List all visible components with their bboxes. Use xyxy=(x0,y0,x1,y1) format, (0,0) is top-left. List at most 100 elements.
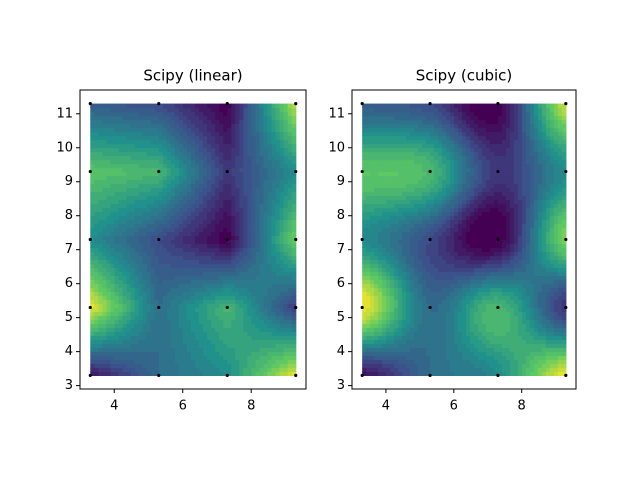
data-point xyxy=(294,374,297,377)
contour-cell xyxy=(187,271,192,276)
contour-cell xyxy=(139,196,144,201)
contour-cell xyxy=(394,327,399,332)
contour-cell xyxy=(135,359,140,364)
contour-cell xyxy=(215,196,220,201)
contour-cell xyxy=(159,355,164,360)
contour-cell xyxy=(139,224,144,229)
contour-cell xyxy=(167,331,172,336)
contour-cell xyxy=(231,192,236,197)
contour-cell xyxy=(171,236,176,241)
contour-cell xyxy=(239,267,244,272)
contour-cell xyxy=(215,367,220,372)
contour-cell xyxy=(215,156,220,161)
contour-cell xyxy=(406,295,411,300)
contour-cell xyxy=(426,176,431,181)
contour-cell xyxy=(247,200,252,205)
contour-cell xyxy=(374,363,379,368)
contour-cell xyxy=(139,212,144,217)
contour-cell xyxy=(366,168,371,173)
contour-cell xyxy=(370,192,375,197)
contour-cell xyxy=(118,315,123,320)
contour-cell xyxy=(135,168,140,173)
contour-cell xyxy=(390,108,395,113)
contour-cell xyxy=(366,267,371,272)
contour-cell xyxy=(394,283,399,288)
contour-cell xyxy=(90,228,95,233)
contour-cell xyxy=(175,236,180,241)
contour-cell xyxy=(131,224,136,229)
contour-cell xyxy=(259,220,264,225)
contour-cell xyxy=(434,104,439,109)
contour-cell xyxy=(406,212,411,217)
contour-cell xyxy=(223,291,228,296)
contour-cell xyxy=(284,172,289,177)
contour-cell xyxy=(90,128,95,133)
contour-cell xyxy=(406,323,411,328)
contour-cell xyxy=(410,247,415,252)
contour-cell xyxy=(94,228,99,233)
contour-cell xyxy=(366,240,371,245)
contour-cell xyxy=(434,303,439,308)
contour-cell xyxy=(251,212,256,217)
contour-cell xyxy=(175,295,180,300)
contour-cell xyxy=(155,319,160,324)
contour-cell xyxy=(102,188,107,193)
contour-cell xyxy=(90,319,95,324)
contour-cell xyxy=(426,160,431,165)
contour-cell xyxy=(272,140,277,145)
contour-cell xyxy=(263,200,268,205)
contour-cell xyxy=(179,343,184,348)
contour-cell xyxy=(139,172,144,177)
contour-cell xyxy=(143,315,148,320)
contour-cell xyxy=(410,168,415,173)
contour-cell xyxy=(171,172,176,177)
contour-cell xyxy=(171,232,176,237)
contour-cell xyxy=(167,184,172,189)
contour-cell xyxy=(406,104,411,109)
contour-cell xyxy=(268,212,273,217)
contour-cell xyxy=(370,136,375,141)
contour-cell xyxy=(179,351,184,356)
contour-cell xyxy=(155,176,160,181)
contour-cell xyxy=(276,136,281,141)
contour-cell xyxy=(123,271,128,276)
contour-cell xyxy=(276,128,281,133)
contour-cell xyxy=(398,355,403,360)
contour-cell xyxy=(227,299,232,304)
contour-cell xyxy=(398,208,403,213)
contour-cell xyxy=(430,204,435,209)
contour-cell xyxy=(195,120,200,125)
contour-cell xyxy=(127,132,132,137)
contour-cell xyxy=(191,327,196,332)
contour-cell xyxy=(167,263,172,268)
contour-cell xyxy=(171,367,176,372)
contour-cell xyxy=(263,279,268,284)
contour-cell xyxy=(370,335,375,340)
contour-cell xyxy=(114,216,119,221)
contour-cell xyxy=(284,315,289,320)
contour-cell xyxy=(118,263,123,268)
contour-cell xyxy=(94,307,99,312)
contour-cell xyxy=(151,232,156,237)
contour-cell xyxy=(143,104,148,109)
contour-cell xyxy=(280,116,285,121)
contour-cell xyxy=(263,311,268,316)
contour-cell xyxy=(175,263,180,268)
contour-cell xyxy=(390,319,395,324)
contour-cell xyxy=(410,267,415,272)
contour-cell xyxy=(434,240,439,245)
contour-cell xyxy=(386,295,391,300)
contour-cell xyxy=(179,120,184,125)
contour-cell xyxy=(362,112,367,117)
contour-cell xyxy=(211,279,216,284)
contour-cell xyxy=(442,339,447,344)
contour-cell xyxy=(434,140,439,145)
contour-cell xyxy=(207,299,212,304)
contour-cell xyxy=(195,168,200,173)
contour-cell xyxy=(430,295,435,300)
contour-cell xyxy=(446,236,451,241)
contour-cell xyxy=(390,200,395,205)
contour-cell xyxy=(118,120,123,125)
contour-cell xyxy=(292,148,297,153)
